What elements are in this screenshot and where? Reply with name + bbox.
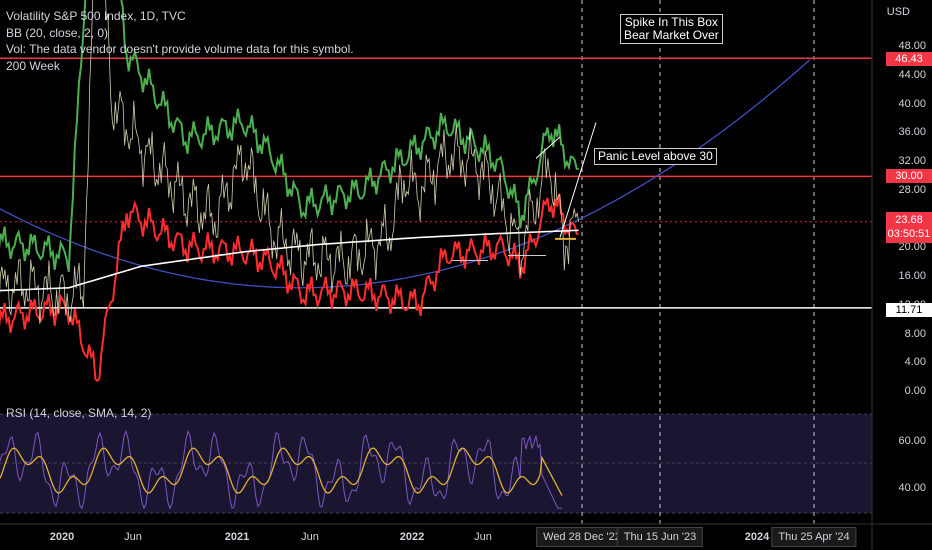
- date-box-apr-2024: Thu 25 Apr '24: [771, 527, 857, 547]
- rsi-band: [0, 414, 872, 513]
- spike-box-note[interactable]: Spike In This Box Bear Market Over: [620, 14, 723, 44]
- price-line: [0, 0, 579, 324]
- trend-line: [535, 136, 561, 159]
- countdown: 03:50:51: [887, 228, 931, 240]
- rsi-ma-line: [0, 447, 563, 496]
- time-tick-2020: 2020: [49, 531, 75, 543]
- time-tick-2024: 2024: [744, 531, 770, 543]
- price-tick: 32.00: [898, 155, 926, 167]
- time-tick-jun-2022: Jun: [474, 531, 492, 543]
- price-tick: 16.00: [898, 270, 926, 282]
- spike-box-line2: Bear Market Over: [624, 28, 719, 42]
- level-high-badge: 46.43: [886, 52, 932, 66]
- price-tick: 44.00: [898, 68, 926, 81]
- date-box-dec-2022: Wed 28 Dec '22: [536, 527, 628, 547]
- price-tick: 48.00: [898, 40, 926, 52]
- time-tick-jun-2021: Jun: [301, 531, 319, 543]
- level-low-badge: 11.71: [886, 303, 932, 317]
- price-tick: 8.00: [904, 327, 926, 340]
- rsi-line: [0, 429, 562, 510]
- bb-lower-line: [0, 193, 579, 383]
- legend-vol[interactable]: Vol: The data vendor doesn't provide vol…: [6, 42, 354, 56]
- price-tick: 0.00: [904, 385, 926, 397]
- time-tick-jun-2020: Jun: [124, 531, 142, 543]
- date-box-jun-2023: Thu 15 Jun '23: [616, 527, 704, 547]
- legend-rsi[interactable]: RSI (14, close, SMA, 14, 2): [6, 406, 152, 420]
- bb-upper-line: [0, 0, 579, 273]
- time-tick-2021: 2021: [224, 531, 250, 543]
- currency-label: USD: [886, 6, 910, 18]
- rsi-tick: 60.00: [898, 435, 926, 448]
- legend-title[interactable]: Volatility S&P 500 Index, 1D, TVC: [6, 9, 186, 23]
- ma-200-week-line: [0, 229, 579, 292]
- rsi-tick: 40.00: [898, 482, 926, 495]
- price-tick: 20.00: [898, 241, 926, 254]
- price-tick: 40.00: [898, 97, 926, 110]
- legend-ma[interactable]: 200 Week: [6, 58, 60, 73]
- current-price: 23.68: [895, 214, 923, 226]
- time-tick-2022: 2022: [399, 531, 425, 543]
- level-panic-badge: 30.00: [886, 169, 932, 183]
- legend-bb[interactable]: BB (20, close, 2, 0): [6, 25, 109, 40]
- panic-level-note[interactable]: Panic Level above 30: [594, 148, 717, 165]
- price-tick: 4.00: [904, 356, 926, 369]
- price-tick: 36.00: [898, 126, 926, 139]
- chart-legend: Volatility S&P 500 Index, 1D, TVC BB (20…: [6, 8, 354, 74]
- spike-box-line1: Spike In This Box: [624, 15, 718, 29]
- price-tick: 28.00: [898, 183, 926, 196]
- trend-line: [559, 122, 597, 238]
- current-price-badge: 23.68 03:50:51: [886, 212, 932, 243]
